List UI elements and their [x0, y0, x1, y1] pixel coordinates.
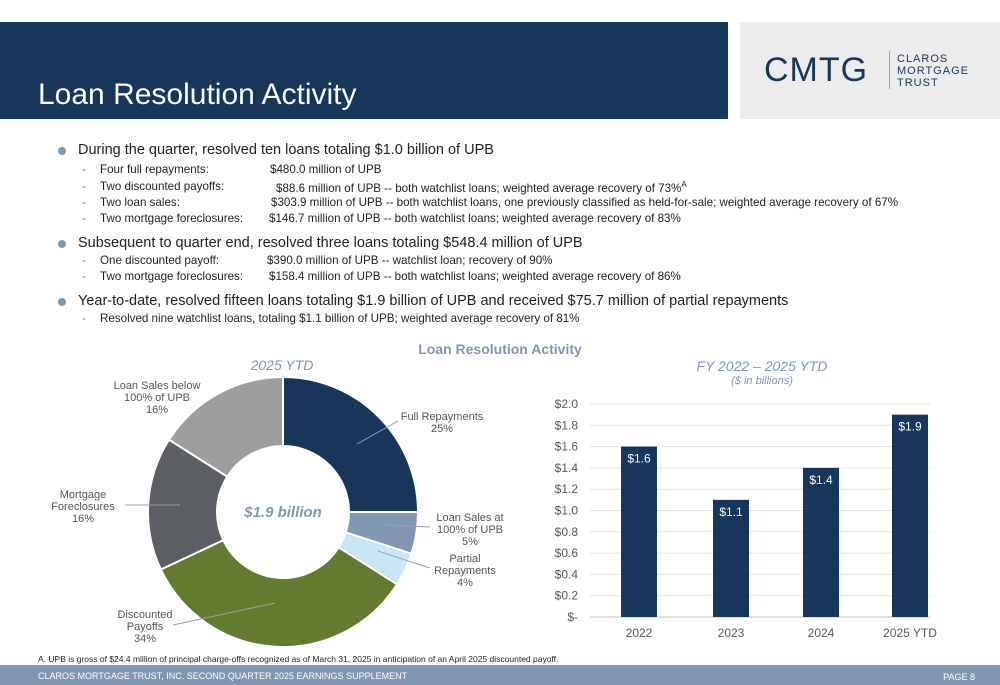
bar-subtitle: ($ in billions)	[731, 375, 793, 387]
bullet-dot-icon	[58, 298, 66, 306]
pie-slice-discounted-payoffs	[159, 538, 399, 648]
pie-leader-line	[383, 524, 431, 528]
page-number: PAGE 8	[943, 672, 975, 682]
pie-label-loan-sales-below-100-of-upb: Loan Sales below	[114, 380, 201, 392]
bar-ytick-label: $0.4	[555, 567, 579, 581]
bar-ytick-label: $1.6	[555, 440, 579, 454]
pie-label-loan-sales-below-100-of-upb: 16%	[146, 404, 168, 416]
page-title: Loan Resolution Activity	[38, 78, 357, 111]
pie-label-mortgage-foreclosures: Foreclosures	[51, 501, 115, 513]
bar-ytick-label: $1.2	[555, 482, 579, 496]
pie-slice-mortgage-foreclosures	[147, 438, 229, 571]
pie-label-partial-repayments: Partial	[449, 553, 480, 565]
bullet-dot-icon	[58, 147, 66, 155]
pie-label-discounted-payoffs: Payoffs	[127, 621, 164, 633]
bar-2023	[713, 499, 749, 617]
pie-slice-loan-sales-at-100-of-upb	[344, 511, 420, 555]
bar-data-label: $1.1	[719, 505, 743, 519]
bar-2022	[621, 446, 657, 617]
bar-data-label: $1.9	[898, 420, 922, 434]
pie-label-partial-repayments: 4%	[457, 577, 473, 589]
logo-line-1: CLAROS	[897, 53, 949, 65]
pie-label-loan-sales-at-100-of-upb: 100% of UPB	[437, 524, 503, 536]
pie-label-mortgage-foreclosures: 16%	[72, 513, 94, 525]
pie-leader-line	[356, 420, 399, 445]
bar-2024	[803, 467, 839, 617]
pie-label-partial-repayments: Repayments	[434, 565, 496, 577]
bar-data-label: $1.4	[809, 473, 833, 487]
bar-ytick-label: $2.0	[555, 397, 579, 411]
bar-title: FY 2022 – 2025 YTD	[696, 358, 828, 374]
section-title: Loan Resolution Activity	[418, 341, 582, 357]
pie-label-loan-sales-at-100-of-upb: 5%	[462, 536, 478, 548]
logo-line-3: TRUST	[897, 77, 939, 89]
bar-category-label: 2023	[718, 626, 745, 640]
title-bar	[0, 22, 728, 119]
pie-slice-loan-sales-below-100-of-upb	[167, 375, 284, 479]
pie-center-label: $1.9 billion	[243, 504, 322, 521]
bullet-dot-icon	[58, 240, 66, 248]
logo-divider	[889, 51, 890, 89]
pie-label-discounted-payoffs: 34%	[134, 633, 156, 645]
pie-label-full-repayments: 25%	[431, 423, 453, 435]
pie-leader-line	[377, 550, 431, 569]
pie-slice-partial-repayments	[337, 531, 413, 586]
bar-category-label: 2022	[626, 626, 653, 640]
pie-label-full-repayments: Full Repayments	[401, 411, 484, 423]
bar-category-label: 2025 YTD	[883, 626, 937, 640]
logo-line-2: MORTGAGE	[897, 65, 969, 77]
pie-leader-line	[172, 602, 276, 626]
bar-ytick-label: $1.8	[555, 418, 579, 432]
pie-label-mortgage-foreclosures: Mortgage	[60, 489, 106, 501]
logo-panel	[740, 22, 1000, 119]
bar-data-label: $1.6	[627, 452, 651, 466]
pie-label-loan-sales-at-100-of-upb: Loan Sales at	[436, 512, 503, 524]
pie-title: 2025 YTD	[250, 357, 314, 373]
footer-bar	[0, 665, 1000, 685]
bar-ytick-label: $0.8	[555, 525, 579, 539]
bar-ytick-label: $1.0	[555, 504, 579, 518]
footnote-marker: A	[681, 180, 687, 189]
pie-label-loan-sales-below-100-of-upb: 100% of UPB	[124, 392, 190, 404]
bar-2025-ytd	[892, 414, 928, 617]
bar-ytick-label: $0.2	[555, 589, 579, 603]
bar-ytick-label: $1.4	[555, 461, 579, 475]
pie-label-discounted-payoffs: Discounted	[117, 609, 172, 621]
logo-mark: CMTG	[764, 51, 869, 89]
pie-slice-full-repayments	[282, 375, 420, 513]
bar-ytick-label: $0.6	[555, 546, 579, 560]
footer-text: CLAROS MORTGAGE TRUST, INC. SECOND QUART…	[38, 671, 408, 681]
bar-category-label: 2024	[808, 626, 835, 640]
bar-ytick-label: $-	[567, 610, 578, 624]
footnote: A. UPB is gross of $24.4 million of prin…	[38, 654, 559, 664]
